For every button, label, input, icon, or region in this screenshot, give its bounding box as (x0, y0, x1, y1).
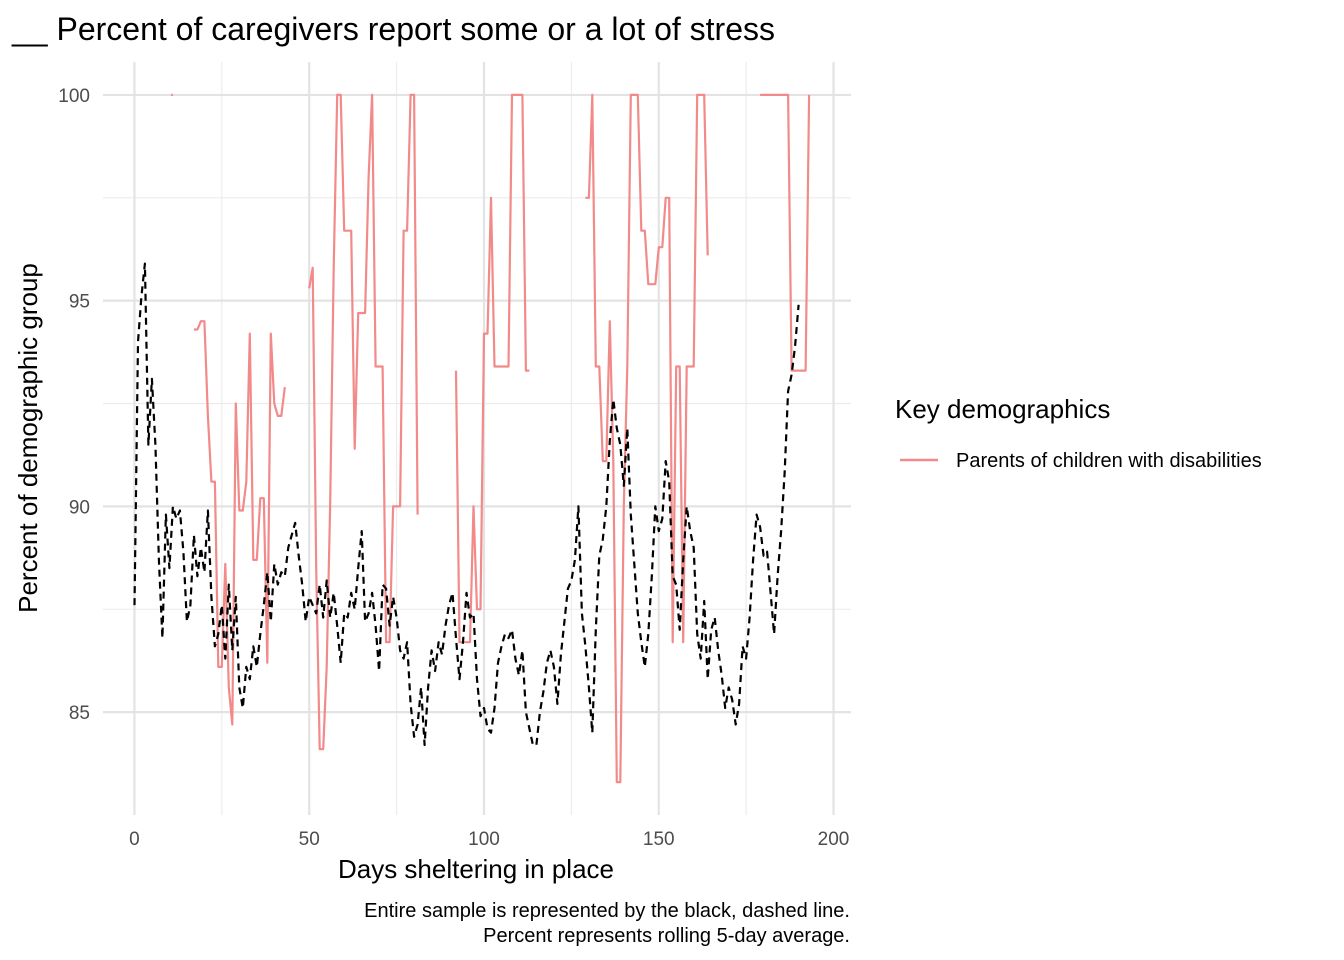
x-tick-label: 100 (468, 829, 500, 850)
caption-line-2: Percent represents rolling 5-day average… (483, 925, 850, 947)
series-line (585, 93, 709, 784)
y-axis: 85 90 95 100 (58, 86, 90, 724)
x-tick-label: 0 (129, 829, 140, 850)
x-axis-title: Days sheltering in place (338, 854, 614, 884)
caption-line-1: Entire sample is represented by the blac… (364, 900, 850, 922)
y-tick-label: 100 (58, 86, 90, 107)
chart-title: __ Percent of caregivers report some or … (11, 11, 775, 47)
parents-disabilities-series (171, 93, 811, 784)
x-tick-label: 200 (818, 829, 850, 850)
x-tick-label: 150 (643, 829, 675, 850)
series-line (760, 93, 811, 372)
plot-area (133, 93, 811, 784)
legend-title: Key demographics (895, 394, 1110, 424)
y-tick-label: 85 (69, 703, 90, 724)
entire-sample-series (133, 262, 800, 747)
grid (103, 62, 851, 815)
y-tick-label: 95 (69, 292, 90, 313)
x-axis: 0 50 100 150 200 (129, 829, 849, 850)
legend: Key demographics Parents of children wit… (895, 394, 1262, 472)
series-line (308, 93, 419, 751)
y-tick-label: 90 (69, 497, 90, 518)
series-line (454, 93, 530, 644)
legend-label: Parents of children with disabilities (956, 450, 1262, 472)
series-line (193, 320, 286, 726)
series-line (133, 262, 800, 747)
x-tick-label: 50 (299, 829, 320, 850)
y-axis-title: Percent of demographic group (13, 263, 43, 613)
